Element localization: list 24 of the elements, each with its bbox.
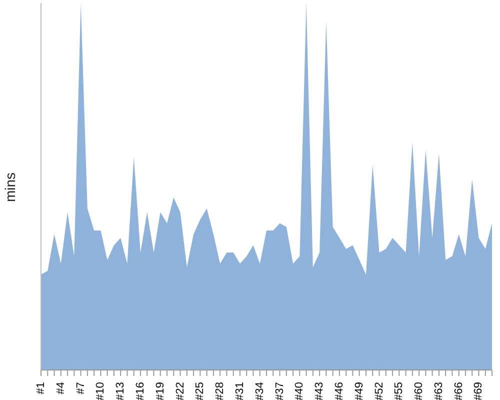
x-tick-label: #4	[54, 382, 67, 394]
x-tick-label: #10	[94, 382, 107, 400]
x-tick-label: #1	[35, 382, 47, 394]
x-tick-label: #63	[432, 382, 445, 400]
x-tick-label: #66	[452, 382, 465, 400]
x-tick-label: #13	[114, 382, 127, 400]
x-tick-label: #28	[214, 382, 226, 400]
x-tick-label: #55	[393, 382, 406, 400]
x-tick-label: #40	[294, 382, 306, 400]
x-tick-label: #16	[134, 382, 146, 400]
x-tick-label: #49	[353, 382, 366, 400]
x-tick-label: #31	[234, 382, 246, 400]
x-tick-label: #43	[314, 382, 326, 400]
x-tick-label: #60	[413, 382, 426, 400]
x-tick-label: #34	[254, 382, 266, 400]
x-tick-label: #52	[373, 382, 386, 400]
x-tick-label: #46	[333, 382, 346, 400]
x-tick-label: #69	[472, 382, 485, 400]
x-tick-label: #22	[174, 382, 186, 400]
y-axis-title: mins	[2, 172, 18, 202]
x-tick-label: #19	[154, 382, 166, 400]
x-tick-label: #25	[194, 382, 206, 400]
x-tick-label: #7	[74, 382, 87, 394]
x-tick-label: #37	[274, 382, 286, 400]
